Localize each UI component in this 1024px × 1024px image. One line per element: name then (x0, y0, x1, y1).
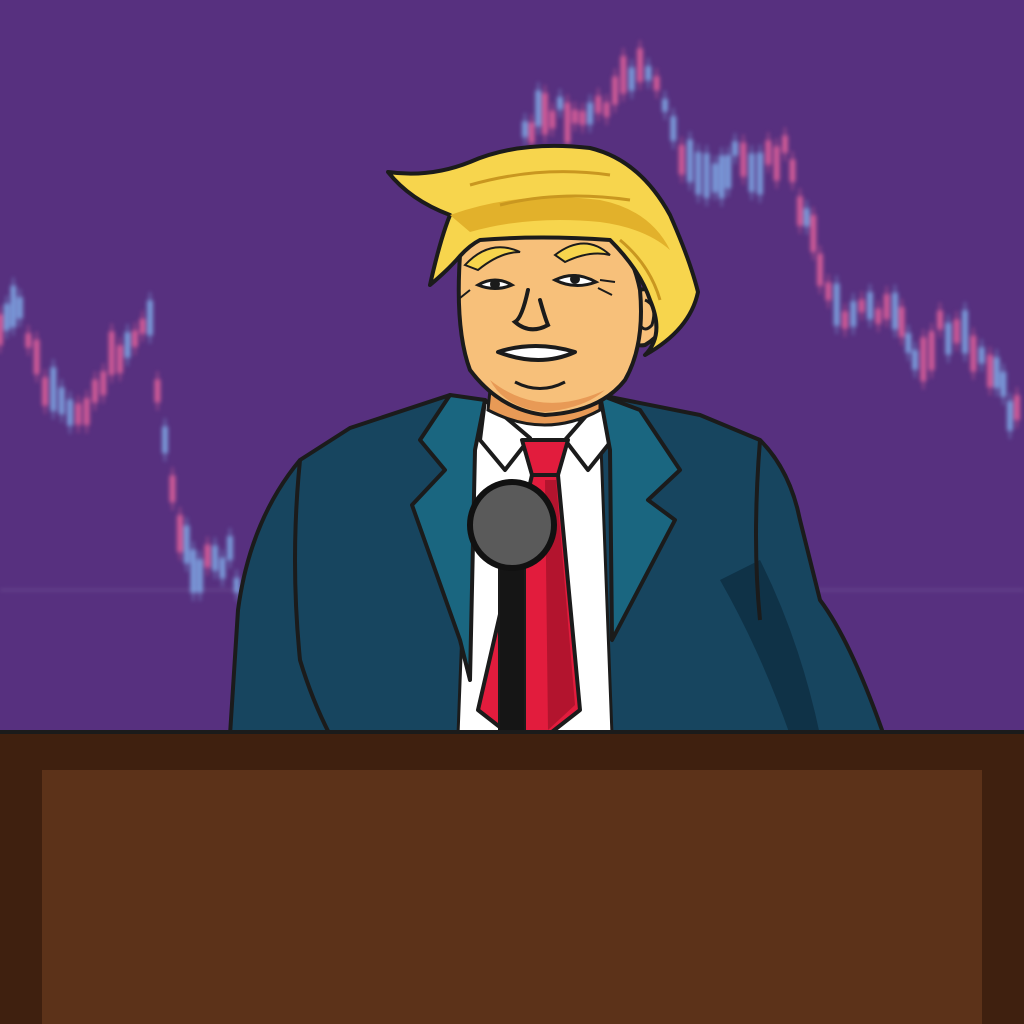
hair-shadow (450, 197, 670, 250)
microphone-icon (467, 479, 557, 739)
lapel-right (598, 393, 682, 642)
nose (511, 288, 551, 332)
chin-line (514, 380, 566, 390)
suit-shadow (720, 560, 820, 735)
mouth (496, 344, 577, 362)
eye-wrinkles (459, 279, 616, 299)
eyebrow-left (463, 246, 521, 272)
suit-arm-line-left (293, 459, 332, 736)
background-candlestick-chart (0, 40, 1024, 642)
podium-icon (0, 730, 1024, 1024)
suit-arm-line-right (754, 439, 762, 621)
tie-knot (520, 438, 570, 477)
pupil-right (570, 274, 580, 284)
eyebrow-right (553, 242, 611, 264)
mic-head (467, 479, 557, 571)
lapel-left (410, 393, 487, 682)
podium-front (42, 770, 982, 1024)
chin-shading (490, 380, 605, 412)
pupil-left (490, 279, 500, 289)
candlestick (0, 314, 3, 346)
hair-strands (469, 170, 662, 301)
mic-stand (498, 559, 526, 739)
